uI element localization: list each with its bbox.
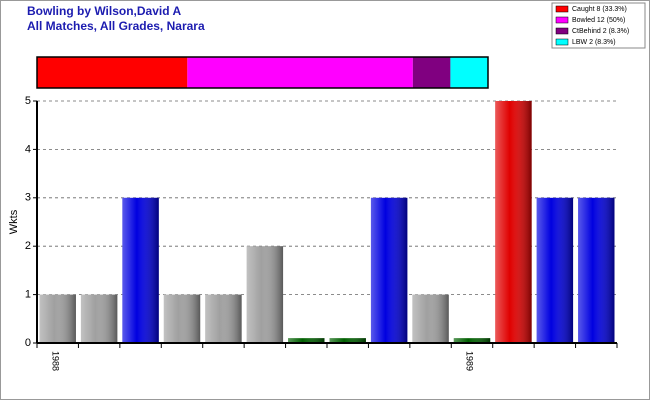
- y-tick-label: 0: [25, 337, 31, 349]
- bar-shade: [163, 294, 201, 343]
- legend-swatch: [555, 38, 569, 46]
- y-tick-label: 5: [25, 95, 31, 107]
- legend-swatch: [555, 27, 569, 35]
- share-segment: [412, 57, 451, 88]
- bar-shade: [412, 294, 449, 343]
- bar-shade: [246, 246, 284, 343]
- bar-shade: [39, 294, 76, 343]
- legend-label: Bowled 12 (50%): [572, 17, 625, 24]
- bar-shade: [453, 338, 491, 343]
- bar-shade: [329, 338, 366, 343]
- y-tick-label: 3: [25, 192, 31, 204]
- share-segment: [187, 57, 413, 88]
- y-tick-label: 1: [25, 289, 31, 301]
- legend-swatch: [555, 16, 569, 24]
- share-segment: [37, 57, 188, 88]
- x-tick-label: 1988: [50, 351, 60, 371]
- chart-subtitle: All Matches, All Grades, Narara: [27, 19, 205, 33]
- legend-label: Caught 8 (33.3%): [572, 6, 627, 13]
- y-tick-label: 2: [25, 240, 31, 252]
- y-axis-label: Wkts: [8, 209, 20, 234]
- bar-shade: [205, 294, 242, 343]
- share-segment: [450, 57, 488, 88]
- x-tick-label: 1989: [465, 351, 475, 371]
- legend-swatch: [555, 5, 569, 13]
- bar-shade: [122, 197, 159, 343]
- y-tick-label: 4: [25, 143, 31, 155]
- bar-shade: [495, 101, 532, 343]
- share-outline: [36, 56, 489, 89]
- legend-label: CtBehind 2 (8.3%): [572, 28, 629, 35]
- bar-shade: [288, 338, 325, 343]
- bar-shade: [370, 197, 408, 343]
- chart-title: Bowling by Wilson,David A: [27, 4, 181, 18]
- bar-shade: [536, 197, 574, 343]
- bar-shade: [80, 294, 118, 343]
- bar-shade: [578, 197, 615, 343]
- legend-label: LBW 2 (8.3%): [572, 39, 616, 46]
